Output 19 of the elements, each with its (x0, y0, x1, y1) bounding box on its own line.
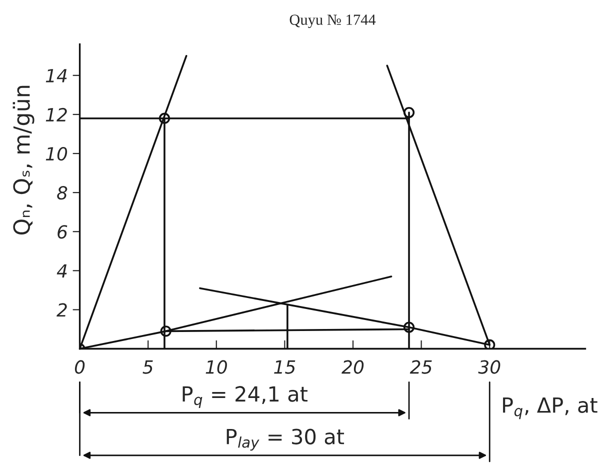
chart-title: Quyu № 1744 (290, 14, 376, 28)
x-tick-label: 5 (142, 360, 153, 374)
y-tick-label: 4 (56, 264, 67, 278)
y-tick-label: 8 (57, 186, 68, 200)
x-tick-label: 25 (410, 360, 432, 374)
x-tick-label: 10 (206, 360, 227, 374)
x-tick-label: 0 (74, 360, 85, 374)
x-axis-title: P$_{q}$, ΔP, at (503, 397, 598, 420)
y-tick-label: 6 (58, 225, 68, 239)
text: P$_{q}$ = 24,1 at (182, 386, 308, 408)
text: P$_{lay}$ = 30 at (226, 428, 344, 451)
y-tick-label: 10 (46, 146, 68, 161)
y-tick-label: 12 (46, 108, 67, 122)
y-tick-label: 14 (46, 69, 67, 82)
x-tick-label: 15 (274, 360, 296, 374)
x-tick-label: 30 (478, 360, 500, 374)
x-tick-label: 20 (342, 360, 364, 374)
y-axis-title: Qₙ, Qₛ, m/gün (12, 86, 34, 235)
y-tick-label: 2 (56, 303, 67, 317)
